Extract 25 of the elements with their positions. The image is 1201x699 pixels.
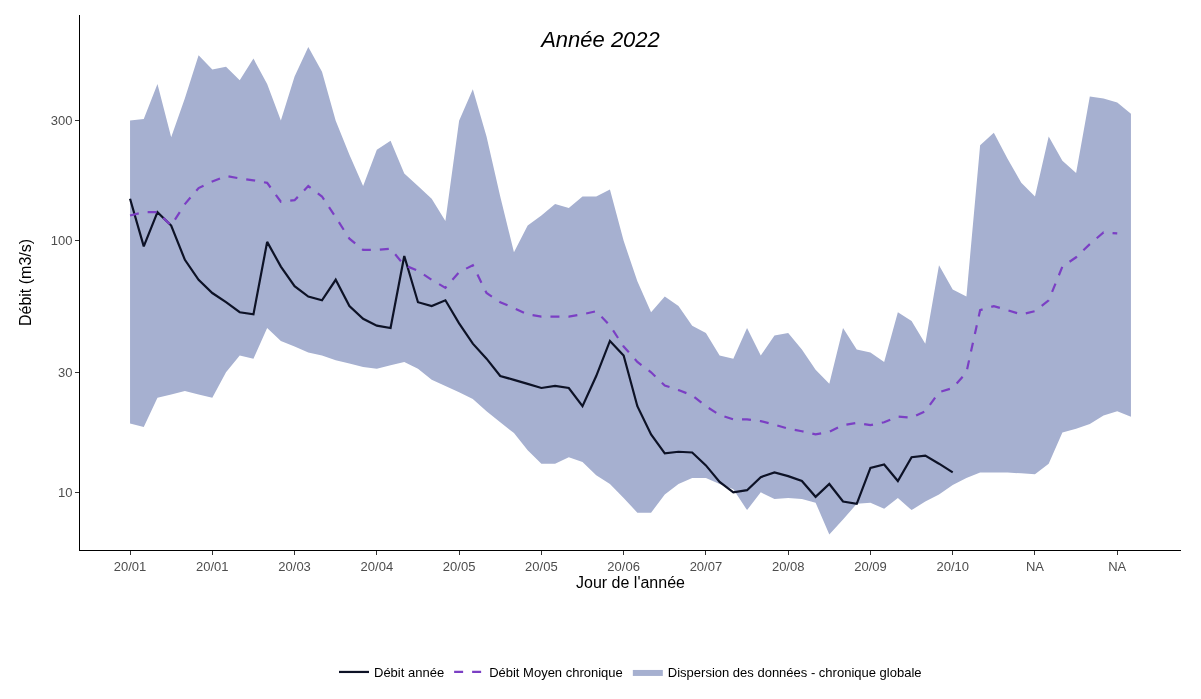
legend-label: Dispersion des données - chronique globale <box>667 665 922 681</box>
x-tick-label: 20/04 <box>360 558 394 574</box>
line-series <box>128 174 1119 436</box>
x-tick-label: 20/08 <box>771 558 805 574</box>
y-tick-label: 100 <box>50 233 73 249</box>
x-tick-label: NA <box>1108 558 1127 574</box>
y-axis-title: Débit (m3/s) <box>16 238 34 327</box>
y-tick-label: 10 <box>57 484 73 500</box>
y-tick-label: 30 <box>57 364 73 380</box>
x-tick-label: 20/03 <box>278 558 311 574</box>
text: Année 2022 <box>539 26 660 52</box>
x-tick-label: 20/10 <box>936 558 969 574</box>
line-series <box>128 197 954 505</box>
legend-label: Débit année <box>374 665 445 681</box>
x-tick-label: 20/01 <box>196 558 229 574</box>
x-axis-title: Jour de l'année <box>576 574 686 592</box>
x-tick-label: 20/01 <box>113 558 147 574</box>
x-tick-label: 20/05 <box>442 558 476 574</box>
legend-label: Débit Moyen chronique <box>489 665 623 681</box>
x-tick-label: NA <box>1025 558 1045 574</box>
x-tick-label: 20/09 <box>854 558 887 574</box>
y-tick-label: 300 <box>50 113 73 129</box>
x-tick-label: 20/07 <box>689 558 723 574</box>
x-tick-label: 20/06 <box>607 558 640 574</box>
x-tick-label: 20/05 <box>525 558 558 574</box>
